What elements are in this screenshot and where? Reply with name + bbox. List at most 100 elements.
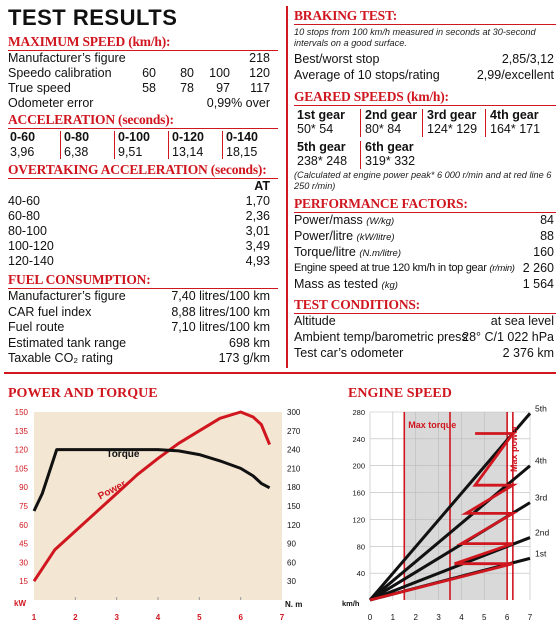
geared-heading: GEARED SPEEDS (km/h): [294, 89, 556, 106]
fuel-heading: FUEL CONSUMPTION: [8, 272, 278, 289]
performance-label: Power/litre (kW/litre) [294, 229, 395, 243]
fuel-label: Fuel route [8, 320, 65, 334]
y-right-axis-label: N. m [285, 600, 302, 609]
x-tick-label: 7 [528, 613, 533, 622]
braking-section: BRAKING TEST: 10 stops from 100 km/h mea… [294, 8, 556, 84]
gear-line-label: 1st [535, 548, 547, 558]
y-right-tick-label: 240 [287, 446, 301, 455]
max-speed-value: 0,99% over [206, 96, 270, 110]
performance-value: 2 260 [522, 261, 554, 275]
conditions-section: TEST CONDITIONS: Altitude at sea level Amb… [294, 297, 556, 364]
acceleration-heading: ACCELERATION (seconds): [8, 112, 278, 129]
gear-value: 80* 84 [365, 122, 402, 136]
conditions-value: at sea level [490, 314, 554, 328]
overtaking-section: OVERTAKING ACCELERATION (seconds): AT 40… [8, 162, 278, 270]
overtaking-label: 120-140 [8, 254, 54, 268]
overtaking-label: 100-120 [8, 239, 54, 253]
overtaking-value: 1,70 [245, 194, 270, 208]
overtaking-label: 60-80 [8, 209, 40, 223]
x-tick-label: 5 [482, 613, 487, 622]
conditions-heading: TEST CONDITIONS: [294, 297, 556, 314]
y-right-tick-label: 180 [287, 483, 301, 492]
x-tick-label: 3 [436, 613, 441, 622]
performance-heading: PERFORMANCE FACTORS: [294, 196, 556, 213]
max-speed-value: 117 [250, 81, 270, 95]
y-tick-label: 160 [352, 489, 365, 498]
fuel-value: 7,10 litres/100 km [171, 320, 270, 334]
y-right-tick-label: 120 [287, 521, 301, 530]
gear-value: 238* 248 [297, 154, 348, 168]
gear-value: 50* 54 [297, 122, 334, 136]
x-tick-label: 6 [505, 613, 510, 622]
acceleration-label: 0-140 [226, 130, 258, 144]
x-tick-label: 2 [413, 613, 418, 622]
gear-name: 4th gear [490, 108, 539, 122]
shift-path-line [369, 432, 519, 602]
gear-line-label: 4th [535, 456, 547, 466]
y-tick-label: 120 [352, 515, 365, 524]
geared-note: (Calculated at engine power peak* 6 000 … [294, 170, 552, 191]
series-line-torque [32, 448, 271, 512]
gear-name: 3rd gear [427, 108, 477, 122]
acceleration-label: 0-100 [118, 130, 150, 144]
conditions-label: Altitude [294, 314, 336, 328]
max-speed-value: 97 [216, 81, 230, 95]
y-left-tick-label: 60 [19, 521, 28, 530]
annotation-max-power: Max power [509, 425, 519, 472]
braking-label: Average of 10 stops/rating [294, 68, 440, 82]
fuel-label: Estimated tank range [8, 335, 127, 350]
performance-section: PERFORMANCE FACTORS: Power/mass (W/kg) 84… [294, 196, 556, 293]
max-speed-section: MAXIMUM SPEED (km/h): Manufacturer’s fig… [8, 34, 278, 111]
acceleration-value: 18,15 [226, 145, 258, 159]
performance-label: Mass as tested (kg) [294, 277, 398, 291]
fuel-value: 698 km [229, 335, 270, 350]
y-tick-label: 40 [357, 569, 365, 578]
power-torque-chart: 1 2 3 4 5 6 7153045607590105120135150306090120… [14, 408, 302, 622]
y-left-axis-label: kW [14, 599, 26, 608]
x-tick-label: 0 [368, 613, 373, 622]
y-left-tick-label: 75 [19, 502, 28, 511]
max-speed-value: 60 [142, 66, 156, 80]
y-right-tick-label: 150 [287, 502, 301, 511]
performance-label: Power/mass (W/kg) [294, 213, 395, 227]
overtaking-heading: OVERTAKING ACCELERATION (seconds): [8, 162, 278, 179]
x-tick-label: 1 [391, 613, 396, 622]
y-tick-label: 80 [357, 542, 365, 551]
braking-value: 2,99/excellent [476, 68, 554, 82]
overtaking-value: 4,93 [245, 254, 270, 268]
fuel-value: 173 g/km [218, 351, 270, 365]
y-left-tick-label: 150 [15, 408, 29, 417]
acceleration-section: ACCELERATION (seconds): 0-60 3,96 0-80 6,38… [8, 112, 278, 161]
acceleration-divider [60, 131, 61, 159]
gear-divider [485, 109, 486, 137]
fuel-value: 7,40 litres/100 km [171, 289, 270, 303]
conditions-value: 28° C/1 022 hPa [462, 330, 554, 344]
conditions-value: 2 376 km [502, 346, 554, 360]
geared-speeds-section: GEARED SPEEDS (km/h): 1st gear 50* 54 2nd … [294, 89, 556, 192]
section-separator [4, 372, 556, 374]
overtaking-label: 80-100 [8, 224, 47, 238]
performance-value: 84 [540, 213, 554, 227]
x-tick-label: 7 [280, 613, 285, 622]
overtaking-col-header: AT [254, 179, 270, 193]
y-tick-label: 240 [352, 435, 365, 444]
fuel-label: Taxable CO₂ rating [8, 351, 113, 365]
x-tick-label: 3 [114, 613, 119, 622]
acceleration-divider [222, 131, 223, 159]
results-title: TEST RESULTS [8, 5, 178, 30]
max-speed-value: 218 [249, 51, 270, 65]
gear-line-4th [369, 464, 531, 602]
y-left-tick-label: 90 [19, 483, 28, 492]
gear-line-label: 3rd [535, 493, 548, 503]
performance-unit: (N.m/litre) [359, 248, 402, 259]
conditions-label: Ambient temp/barometric press [294, 330, 468, 344]
fuel-label: Manufacturer’s figure [8, 289, 126, 303]
performance-unit: (r/min) [489, 263, 515, 274]
y-right-tick-label: 30 [287, 577, 296, 586]
performance-value: 88 [540, 229, 554, 243]
max-speed-value: 80 [180, 66, 194, 80]
gear-value: 319* 332 [365, 154, 416, 168]
y-axis-label: km/h [342, 599, 360, 608]
y-left-tick-label: 105 [15, 464, 29, 473]
gear-value: 124* 129 [427, 122, 478, 136]
